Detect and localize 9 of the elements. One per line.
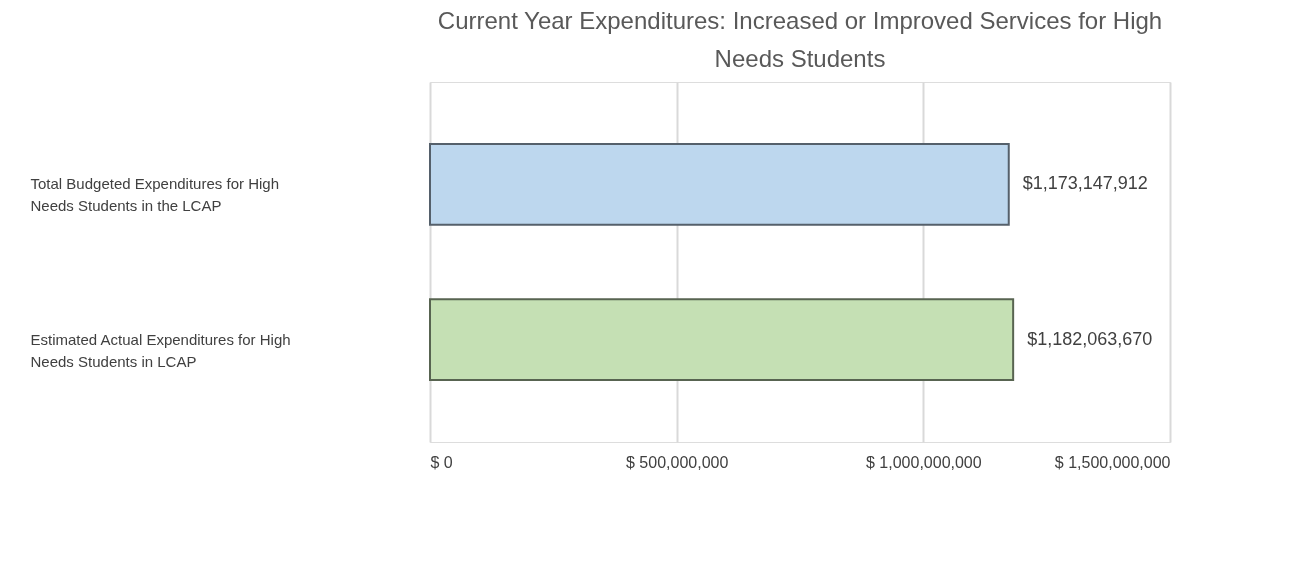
- x-tick-label: $ 1,000,000,000: [866, 453, 982, 471]
- data-label: $1,182,063,670: [1027, 328, 1153, 349]
- y-tick-label: Estimated Actual Expenditures for High Needs Students in LCAP: [30, 330, 291, 370]
- x-tick-label: $ 1,500,000,000: [1054, 453, 1171, 471]
- x-tick-label: $ 500,000,000: [626, 453, 729, 471]
- chart-title: Current Year Expenditures: Increased or Improved Services for High Needs Students: [437, 7, 1163, 72]
- data-label: $1,173,147,912: [1022, 173, 1148, 194]
- y-tick-label: Total Budgeted Expenditures for High Needs Students in the LCAP: [30, 175, 279, 215]
- x-tick-label: $ 0: [430, 453, 453, 471]
